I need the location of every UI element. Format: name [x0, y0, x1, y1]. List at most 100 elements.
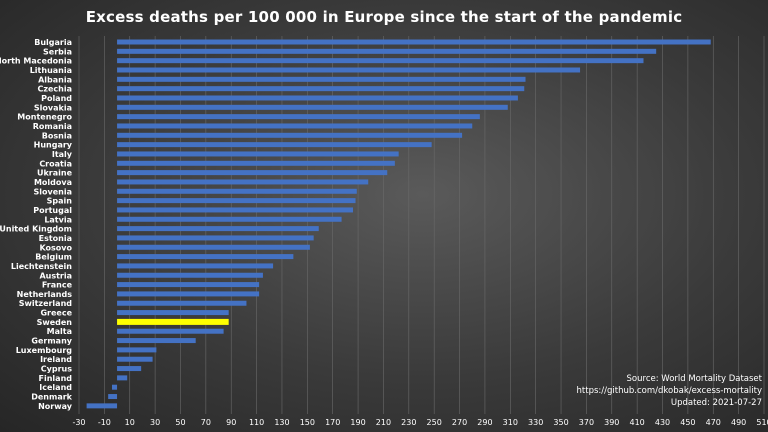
- bar: [117, 48, 657, 54]
- x-tick-label: 390: [604, 418, 619, 427]
- x-tick-label: 90: [226, 418, 236, 427]
- x-tick-label: 410: [630, 418, 645, 427]
- x-tick-label: 290: [477, 418, 492, 427]
- category-label: Austria: [39, 271, 72, 280]
- category-label: Italy: [52, 150, 73, 159]
- category-label: Greece: [40, 309, 72, 318]
- bar: [117, 254, 294, 260]
- category-label: Croatia: [39, 159, 72, 168]
- category-label: Czechia: [37, 85, 72, 94]
- bar: [117, 39, 711, 45]
- category-label: Ukraine: [37, 169, 73, 178]
- bar: [117, 86, 525, 92]
- bar: [117, 95, 518, 101]
- category-label: France: [42, 281, 73, 290]
- source-line-updated: Updated: 2021-07-27: [670, 398, 762, 408]
- category-label: Luxembourg: [16, 346, 73, 355]
- source-line-dataset: Source: World Mortality Dataset: [626, 374, 762, 384]
- bar: [117, 216, 342, 222]
- bar: [117, 67, 581, 73]
- bar: [117, 160, 395, 166]
- category-label: Spain: [47, 197, 73, 206]
- category-label: Norway: [38, 402, 73, 411]
- x-tick-label: -10: [98, 418, 111, 427]
- category-label: North Macedonia: [0, 57, 72, 66]
- bar: [117, 235, 314, 241]
- x-tick-label: 210: [376, 418, 391, 427]
- x-tick-label: 190: [350, 418, 365, 427]
- category-label: Poland: [41, 94, 72, 103]
- bar: [117, 179, 369, 185]
- x-tick-label: 30: [150, 418, 160, 427]
- x-tick-label: 230: [401, 418, 416, 427]
- category-label: Bosnia: [42, 131, 72, 140]
- category-label: Portugal: [33, 206, 72, 215]
- x-tick-label: 70: [201, 418, 211, 427]
- category-label: Slovenia: [34, 187, 72, 196]
- category-label: Montenegro: [17, 113, 72, 122]
- bar: [117, 244, 310, 250]
- bar: [86, 403, 118, 409]
- category-label: Ireland: [40, 355, 72, 364]
- source-note: Source: World Mortality Dataset https://…: [577, 373, 762, 409]
- bar: [117, 347, 157, 353]
- bar: [117, 188, 357, 194]
- x-tick-label: 470: [706, 418, 721, 427]
- source-line-url: https://github.com/dkobak/excess-mortali…: [576, 386, 762, 396]
- bar-highlighted: [117, 318, 229, 325]
- category-label: Liechtenstein: [11, 262, 72, 271]
- bar: [117, 328, 224, 334]
- bar: [117, 272, 263, 278]
- category-label: Moldova: [34, 178, 72, 187]
- category-label: Denmark: [31, 393, 72, 402]
- x-tick-label: 310: [503, 418, 518, 427]
- bar: [117, 226, 319, 232]
- bar: [117, 151, 399, 157]
- x-tick-label: 130: [274, 418, 289, 427]
- category-label: Slovakia: [34, 103, 72, 112]
- bar: [117, 291, 260, 297]
- x-tick-label: 170: [325, 418, 340, 427]
- bar: [117, 263, 274, 269]
- bar: [117, 282, 260, 288]
- bars: [86, 39, 711, 409]
- bar: [117, 310, 229, 316]
- bar: [117, 198, 356, 204]
- category-label: Latvia: [44, 215, 72, 224]
- category-label: Finland: [39, 374, 73, 383]
- bar: [117, 58, 644, 64]
- category-label: United Kingdom: [0, 225, 72, 234]
- x-tick-label: 330: [528, 418, 543, 427]
- bar: [117, 356, 153, 362]
- category-label: Serbia: [43, 47, 72, 56]
- bar: [117, 338, 196, 344]
- chart-title: Excess deaths per 100 000 in Europe sinc…: [85, 8, 683, 26]
- bar: [117, 104, 508, 110]
- x-tick-label: 510: [756, 418, 768, 427]
- category-label: Belgium: [35, 253, 72, 262]
- category-label: Malta: [47, 327, 72, 336]
- x-tick-label: -30: [72, 418, 85, 427]
- bar: [117, 207, 353, 213]
- category-label: Iceland: [39, 383, 72, 392]
- bar: [117, 142, 432, 148]
- bar: [117, 366, 142, 372]
- x-tick-label: 50: [175, 418, 185, 427]
- bar: [117, 132, 463, 138]
- x-tick-label: 350: [553, 418, 568, 427]
- category-label: Cyprus: [41, 365, 72, 374]
- category-label: Hungary: [34, 141, 73, 150]
- category-label: Romania: [33, 122, 72, 131]
- category-label: Estonia: [39, 234, 72, 243]
- x-tick-label: 150: [300, 418, 315, 427]
- category-label: Germany: [31, 337, 72, 346]
- x-tick-label: 250: [427, 418, 442, 427]
- bar: [108, 394, 118, 400]
- category-label: Sweden: [37, 318, 73, 327]
- x-tick-label: 110: [249, 418, 264, 427]
- category-label: Netherlands: [17, 290, 73, 299]
- x-tick-label: 430: [655, 418, 670, 427]
- grid-lines: [78, 36, 765, 414]
